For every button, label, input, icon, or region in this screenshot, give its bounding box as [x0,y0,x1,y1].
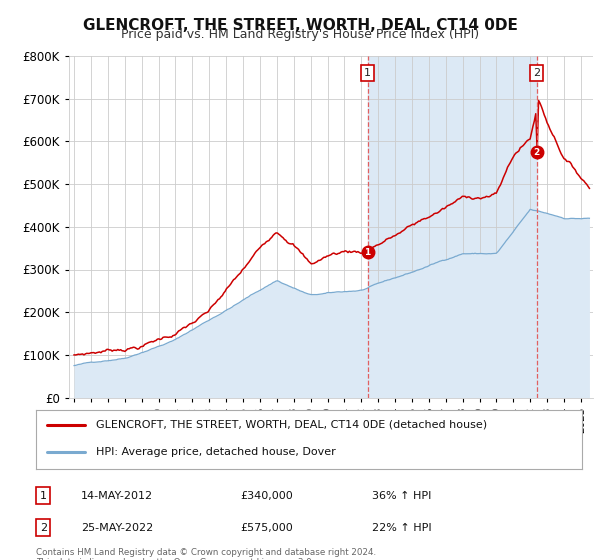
Text: 14-MAY-2012: 14-MAY-2012 [81,491,153,501]
Text: 2: 2 [533,148,539,157]
Text: Price paid vs. HM Land Registry's House Price Index (HPI): Price paid vs. HM Land Registry's House … [121,28,479,41]
Text: GLENCROFT, THE STREET, WORTH, DEAL, CT14 0DE: GLENCROFT, THE STREET, WORTH, DEAL, CT14… [83,18,517,33]
Text: 1: 1 [364,68,371,78]
Text: £575,000: £575,000 [240,522,293,533]
Text: HPI: Average price, detached house, Dover: HPI: Average price, detached house, Dove… [96,447,336,458]
Text: GLENCROFT, THE STREET, WORTH, DEAL, CT14 0DE (detached house): GLENCROFT, THE STREET, WORTH, DEAL, CT14… [96,419,487,430]
Text: 1: 1 [40,491,47,501]
Text: 2: 2 [533,68,540,78]
Text: 1: 1 [364,248,371,257]
Text: £340,000: £340,000 [240,491,293,501]
Text: 2: 2 [40,522,47,533]
Text: Contains HM Land Registry data © Crown copyright and database right 2024.
This d: Contains HM Land Registry data © Crown c… [36,548,376,560]
Bar [368,56,536,398]
Text: 22% ↑ HPI: 22% ↑ HPI [372,522,431,533]
Text: 36% ↑ HPI: 36% ↑ HPI [372,491,431,501]
Text: 25-MAY-2022: 25-MAY-2022 [81,522,153,533]
